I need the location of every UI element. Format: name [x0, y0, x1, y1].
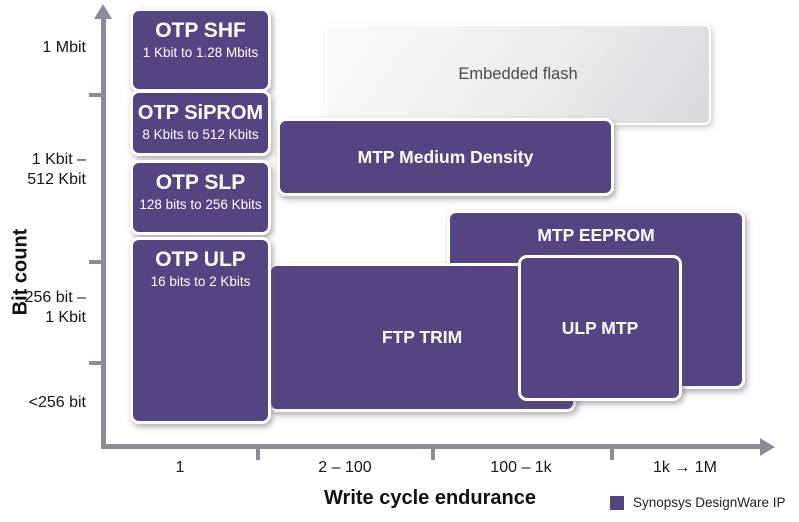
x-tick-mark-1: [256, 449, 260, 460]
x-axis-line: [101, 444, 762, 449]
block-mtp-medium-density: MTP Medium Density: [277, 118, 614, 196]
x-tick-mark-3: [610, 449, 614, 460]
y-tick-label-line: <256 bit: [28, 394, 86, 411]
y-tick-mark-2: [89, 260, 102, 264]
y-tick-label-1kbit-512kbit: 1 Kbit – 512 Kbit: [0, 150, 86, 190]
x-axis-title: Write cycle endurance: [324, 487, 536, 509]
y-tick-label-line: 1 Kbit –: [31, 151, 86, 168]
x-tick-mark-2: [431, 449, 435, 460]
block-title: OTP SHF: [155, 19, 246, 42]
block-subtitle: 128 bits to 256 Kbits: [139, 197, 262, 212]
block-subtitle: 8 Kbits to 512 Kbits: [142, 127, 259, 142]
x-axis-arrowhead-icon: [760, 438, 775, 456]
legend-label: Synopsys DesignWare IP: [633, 495, 786, 510]
y-tick-mark-3: [89, 361, 102, 365]
block-title: ULP MTP: [561, 317, 639, 338]
block-title: Embedded flash: [458, 65, 578, 83]
x-tick-label-100-1k: 100 – 1k: [490, 459, 552, 476]
y-tick-label-line: 1 Mbit: [42, 39, 86, 56]
y-tick-label-under256bit: <256 bit: [0, 393, 86, 413]
block-title: MTP EEPROM: [537, 225, 655, 245]
y-tick-mark-1: [89, 93, 102, 97]
block-title: OTP ULP: [155, 248, 246, 271]
block-title: OTP SLP: [155, 171, 246, 194]
legend-swatch: [610, 495, 624, 510]
block-otp-shf: OTP SHF 1 Kbit to 1.28 Mbits: [130, 8, 271, 92]
x-tick-label-2-100: 2 – 100: [318, 459, 372, 476]
y-axis-title: Bit count: [9, 228, 32, 316]
block-otp-ulp: OTP ULP 16 bits to 2 Kbits: [130, 237, 271, 424]
block-ulp-mtp: ULP MTP: [518, 255, 682, 401]
y-tick-label-line: 1 Kbit: [45, 309, 86, 326]
legend: Synopsys DesignWare IP: [610, 495, 786, 510]
y-tick-label-256bit-1kbit: 256 bit – 1 Kbit: [0, 288, 86, 328]
y-tick-label-line: 256 bit –: [24, 289, 86, 306]
block-subtitle: 1 Kbit to 1.28 Mbits: [142, 45, 259, 60]
y-tick-label-line: 512 Kbit: [27, 171, 86, 188]
block-otp-siprom: OTP SiPROM 8 Kbits to 512 Kbits: [130, 90, 271, 156]
block-embedded-flash: Embedded flash: [325, 24, 711, 125]
block-title: FTP TRIM: [381, 327, 463, 347]
x-tick-label-1k-1m: 1k → 1M: [652, 459, 717, 476]
block-otp-slp: OTP SLP 128 bits to 256 Kbits: [130, 160, 271, 235]
y-axis-line: [101, 16, 106, 449]
y-tick-label-1mbit: 1 Mbit: [0, 38, 86, 58]
y-axis-arrowhead-icon: [94, 4, 112, 19]
block-subtitle: 16 bits to 2 Kbits: [150, 274, 251, 289]
block-title: MTP Medium Density: [357, 146, 534, 167]
block-title: OTP SiPROM: [137, 102, 264, 124]
x-tick-label-1: 1: [175, 459, 185, 476]
